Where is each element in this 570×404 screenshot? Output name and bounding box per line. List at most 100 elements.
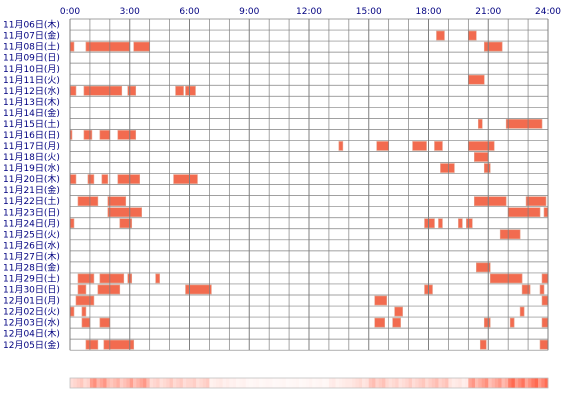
summary-segment xyxy=(345,378,350,388)
activity-block xyxy=(475,262,491,273)
summary-segment xyxy=(103,378,107,388)
row-label: 11月29日(土) xyxy=(3,273,60,285)
activity-block xyxy=(438,218,443,229)
summary-segment xyxy=(468,378,472,388)
summary-segment xyxy=(494,378,499,388)
summary-segment xyxy=(182,378,187,388)
activity-block xyxy=(69,306,75,317)
row-label: 11月11日(火) xyxy=(3,75,60,86)
summary-segment xyxy=(242,378,247,388)
activity-block xyxy=(519,306,525,317)
summary-segment xyxy=(292,378,297,388)
row-label: 11月24日(月) xyxy=(3,218,60,229)
summary-segment xyxy=(176,378,180,388)
summary-segment xyxy=(222,378,227,388)
summary-segment xyxy=(408,378,413,388)
activity-block xyxy=(424,218,435,229)
row-label: 11月10日(月) xyxy=(3,64,60,75)
summary-segment xyxy=(305,378,310,388)
summary-segment xyxy=(86,378,91,388)
summary-segment xyxy=(544,378,549,388)
activity-block xyxy=(374,317,385,328)
summary-segment xyxy=(156,378,160,388)
summary-segment xyxy=(531,378,536,388)
summary-segment xyxy=(461,378,466,388)
row-label: 11月19日(水) xyxy=(3,162,60,174)
summary-segment xyxy=(491,378,496,388)
summary-segment xyxy=(448,378,453,388)
activity-block xyxy=(507,207,541,218)
summary-segment xyxy=(358,378,363,388)
activity-block xyxy=(185,284,212,295)
activity-block xyxy=(412,141,427,151)
row-label: 11月22日(土) xyxy=(3,195,60,207)
row-label: 11月21日(金) xyxy=(3,184,60,196)
activity-block xyxy=(69,41,75,52)
summary-segment xyxy=(348,378,353,388)
row-label: 11月28日(金) xyxy=(3,261,60,273)
x-tick-label: 24:00 xyxy=(535,7,561,17)
summary-segment xyxy=(113,378,117,388)
summary-segment xyxy=(136,378,141,388)
activity-block xyxy=(81,306,87,317)
summary-segment xyxy=(528,378,532,388)
summary-segment xyxy=(93,378,97,388)
activity-block xyxy=(539,284,545,295)
summary-segment xyxy=(365,378,370,388)
row-label: 12月03日(水) xyxy=(3,317,60,329)
summary-segment xyxy=(235,378,240,388)
summary-segment xyxy=(79,378,84,388)
activity-block xyxy=(85,41,131,52)
summary-segment xyxy=(99,378,104,388)
summary-segment xyxy=(83,378,87,388)
summary-segment xyxy=(239,378,243,388)
activity-block xyxy=(474,152,489,162)
x-tick-label: 15:00 xyxy=(356,7,382,17)
summary-segment xyxy=(282,378,287,388)
activity-block xyxy=(394,306,403,317)
summary-segment xyxy=(425,378,429,388)
activity-block xyxy=(103,339,135,350)
activity-block xyxy=(521,284,531,295)
activity-block xyxy=(499,229,521,240)
summary-segment xyxy=(229,378,233,388)
activity-block xyxy=(133,41,150,52)
summary-segment xyxy=(521,378,526,388)
activity-block xyxy=(77,284,87,295)
summary-segment xyxy=(325,378,330,388)
activity-block xyxy=(468,141,495,151)
summary-segment xyxy=(484,378,489,388)
row-label: 11月26日(水) xyxy=(3,239,60,251)
activity-block xyxy=(436,30,445,41)
activity-block xyxy=(543,207,549,218)
summary-segment xyxy=(518,378,522,388)
summary-segment xyxy=(352,378,356,388)
row-label: 11月16日(日) xyxy=(3,130,60,141)
activity-block xyxy=(541,273,549,284)
summary-segment xyxy=(232,378,237,388)
summary-segment xyxy=(70,378,74,388)
row-label: 11月27日(木) xyxy=(3,250,60,262)
summary-segment xyxy=(474,378,479,388)
summary-segment xyxy=(179,378,184,388)
summary-segment xyxy=(295,378,300,388)
x-tick-label: 3:00 xyxy=(120,7,140,17)
summary-segment xyxy=(169,378,174,388)
activity-block xyxy=(83,85,123,96)
summary-segment xyxy=(498,378,502,388)
summary-segment xyxy=(372,378,376,388)
activity-block xyxy=(97,284,121,295)
summary-segment xyxy=(302,378,306,388)
summary-segment xyxy=(315,378,320,388)
activity-block xyxy=(392,317,401,328)
summary-segment xyxy=(199,378,204,388)
summary-segment xyxy=(216,378,220,388)
summary-segment xyxy=(143,378,147,388)
summary-segment xyxy=(342,378,346,388)
activity-block xyxy=(81,317,91,328)
activity-block xyxy=(107,196,127,206)
summary-segment xyxy=(209,378,214,388)
activity-block xyxy=(466,218,473,229)
summary-segment xyxy=(312,378,316,388)
